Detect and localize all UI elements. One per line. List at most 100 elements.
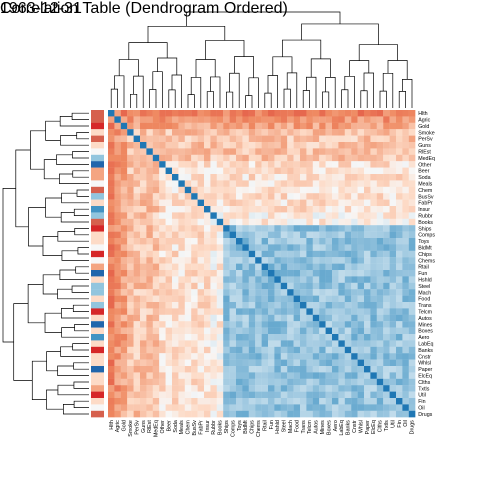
- heatmap-cell: [293, 218, 301, 226]
- heatmap-cell: [172, 263, 179, 271]
- dendrogram-link: [128, 42, 168, 60]
- heatmap-cell: [133, 142, 141, 149]
- heatmap-cell: [216, 289, 224, 296]
- heatmap-cell: [242, 206, 249, 213]
- heatmap-cell: [114, 225, 121, 232]
- heatmap-cell: [274, 321, 281, 328]
- heatmap-cell: [370, 206, 377, 213]
- heatmap-cell: [402, 257, 409, 264]
- heatmap-cell: [133, 378, 141, 386]
- heatmap-cell: [114, 334, 121, 341]
- heatmap-cell: [120, 193, 128, 200]
- heatmap-cell: [184, 410, 192, 418]
- heatmap-cell: [389, 398, 397, 405]
- heatmap-cell: [248, 378, 256, 386]
- row-tick-label: Paper: [418, 367, 432, 373]
- heatmap-cell: [376, 282, 384, 290]
- heatmap-cell: [338, 257, 345, 264]
- heatmap-cell: [197, 378, 205, 386]
- heatmap-cell: [408, 276, 416, 283]
- heatmap-cell: [191, 321, 198, 328]
- heatmap-cell: [204, 398, 211, 405]
- heatmap-cell: [127, 378, 134, 386]
- heatmap-cell: [293, 135, 301, 143]
- dendrogram-link: [168, 89, 176, 108]
- heatmap-cell: [152, 314, 160, 322]
- dendrogram-link: [114, 75, 125, 108]
- heatmap-cell: [268, 372, 275, 379]
- heatmap-cell: [242, 295, 249, 303]
- heatmap-cell: [325, 225, 333, 232]
- heatmap-cell: [108, 308, 115, 315]
- heatmap-cell: [300, 218, 307, 226]
- heatmap-cell: [242, 193, 249, 200]
- heatmap-cell: [389, 314, 397, 322]
- heatmap-cell: [216, 257, 224, 264]
- heatmap-cell: [370, 180, 377, 187]
- heatmap-cell: [223, 212, 230, 219]
- heatmap-cell: [152, 359, 160, 367]
- heatmap-cell: [120, 385, 128, 392]
- heatmap-cell: [274, 314, 281, 322]
- heatmap-cell: [152, 199, 160, 207]
- heatmap-cell: [287, 282, 294, 290]
- heatmap-cell: [127, 116, 134, 123]
- heatmap-cell: [261, 225, 269, 232]
- heatmap-cell: [120, 289, 128, 296]
- heatmap-cell: [332, 122, 339, 130]
- heatmap-cell: [120, 218, 128, 226]
- heatmap-cell: [120, 212, 128, 219]
- heatmap-cell: [306, 186, 313, 194]
- heatmap-cell: [351, 129, 358, 136]
- heatmap-cell: [242, 154, 249, 162]
- heatmap-cell: [114, 206, 121, 213]
- dendrogram-link: [2, 188, 16, 343]
- heatmap-cell: [357, 231, 365, 239]
- heatmap-cell: [287, 276, 294, 283]
- heatmap-cell: [364, 167, 371, 175]
- heatmap-cell: [268, 148, 275, 155]
- heatmap-cell: [319, 206, 326, 213]
- heatmap-cell: [396, 206, 403, 213]
- heatmap-cell: [229, 161, 237, 168]
- heatmap-cell: [370, 372, 377, 379]
- heatmap-cell: [146, 302, 153, 309]
- heatmap-cell: [312, 116, 320, 123]
- heatmap-cell: [319, 314, 326, 322]
- heatmap-cell: [108, 122, 115, 130]
- heatmap-cell: [319, 199, 326, 207]
- heatmap-cell: [300, 129, 307, 136]
- heatmap-cell: [127, 212, 134, 219]
- heatmap-cell: [120, 321, 128, 328]
- heatmap-cell: [184, 346, 192, 354]
- heatmap-cell: [114, 180, 121, 187]
- heatmap-cell: [140, 295, 147, 303]
- heatmap-cell: [184, 404, 192, 411]
- heatmap-cell: [312, 154, 320, 162]
- heatmap-cell: [357, 314, 365, 322]
- heatmap-cell: [300, 135, 307, 143]
- heatmap-cell: [146, 391, 153, 399]
- heatmap-cell: [383, 308, 390, 315]
- heatmap-cell: [274, 154, 281, 162]
- heatmap-cell: [383, 206, 390, 213]
- heatmap-cell: [408, 327, 416, 335]
- heatmap-cell: [248, 302, 256, 309]
- heatmap-cell: [255, 295, 262, 303]
- heatmap-cell: [236, 276, 243, 283]
- heatmap-cell: [261, 250, 269, 258]
- heatmap-cell: [351, 116, 358, 123]
- heatmap-cell: [204, 321, 211, 328]
- heatmap-cell: [370, 257, 377, 264]
- heatmap-cell: [280, 122, 288, 130]
- heatmap-cell: [165, 206, 173, 213]
- heatmap-cell: [351, 276, 358, 283]
- heatmap-cell: [210, 135, 217, 143]
- heatmap-cell: [261, 398, 269, 405]
- heatmap-cell: [165, 174, 173, 181]
- heatmap-cell: [351, 398, 358, 405]
- heatmap-cell: [255, 231, 262, 239]
- heatmap-cell: [114, 257, 121, 264]
- heatmap-cell: [261, 193, 269, 200]
- heatmap-cell: [274, 116, 281, 123]
